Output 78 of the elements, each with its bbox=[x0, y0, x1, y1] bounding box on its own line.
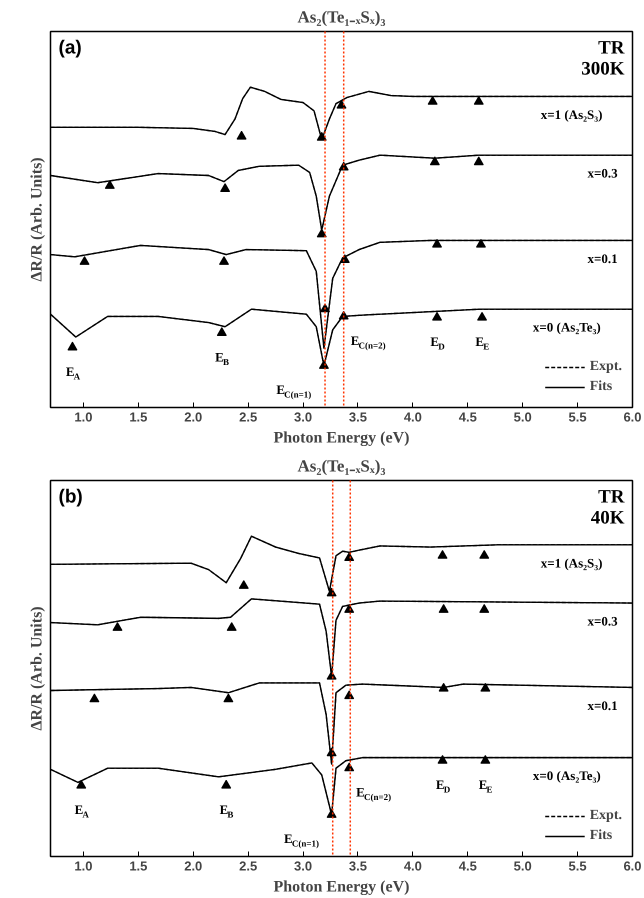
point bbox=[477, 312, 488, 321]
x-tick-label: 3.5 bbox=[348, 858, 368, 874]
point bbox=[438, 604, 449, 613]
annotation: x=0 (As₂Te₃) bbox=[532, 320, 601, 335]
x-tick-label: 5.0 bbox=[514, 410, 532, 424]
x-tick-label: 2.5 bbox=[239, 858, 258, 874]
x-tick-label: 3.5 bbox=[348, 410, 368, 424]
legend-label: Expt. bbox=[590, 808, 622, 824]
point bbox=[67, 342, 78, 350]
point bbox=[219, 256, 229, 265]
text: (a) bbox=[58, 38, 82, 58]
point bbox=[76, 780, 86, 789]
x-tick-label: 5.0 bbox=[514, 858, 532, 874]
point bbox=[344, 604, 354, 613]
chart-title: As₂(Te₁₋ₓSₓ)₃ bbox=[297, 456, 386, 476]
point bbox=[344, 552, 354, 562]
point bbox=[480, 682, 490, 692]
point bbox=[438, 682, 449, 692]
point bbox=[104, 180, 115, 189]
x-tick-label: 2.0 bbox=[184, 410, 202, 424]
y-axis-title: ΔR/R (Arb. Units) bbox=[28, 157, 46, 282]
annotation: x=0 (As₂Te₃) bbox=[532, 768, 601, 784]
point bbox=[238, 580, 249, 589]
point bbox=[432, 238, 442, 248]
x-tick-label: 1.5 bbox=[129, 410, 148, 424]
annotation: x=0.3 bbox=[588, 166, 618, 181]
point bbox=[428, 96, 438, 105]
x-tick-label: 1.0 bbox=[74, 410, 92, 424]
point bbox=[474, 96, 484, 105]
point bbox=[430, 156, 440, 166]
point bbox=[223, 693, 234, 702]
x-tick-label: 2.0 bbox=[184, 858, 202, 874]
point bbox=[432, 312, 442, 321]
point bbox=[438, 550, 448, 559]
x-tick-label: 4.0 bbox=[404, 858, 422, 874]
point bbox=[474, 156, 484, 166]
chart-title: As₂(Te₁₋ₓSₓ)₃ bbox=[297, 8, 386, 26]
annotation: x=1 (As₂S₃) bbox=[540, 106, 602, 122]
annotation: x=0.3 bbox=[588, 614, 618, 629]
x-tick-label: 4.0 bbox=[404, 410, 422, 424]
point bbox=[316, 228, 327, 238]
annotation: x=0.1 bbox=[588, 698, 618, 713]
point bbox=[236, 130, 247, 140]
point bbox=[476, 238, 486, 248]
point bbox=[216, 327, 227, 336]
point bbox=[479, 604, 490, 613]
text: TR 300K bbox=[581, 38, 625, 80]
text: (b) bbox=[58, 486, 83, 508]
annotation: x=0.1 bbox=[588, 250, 618, 266]
point bbox=[221, 780, 232, 789]
point bbox=[112, 622, 122, 631]
x-tick-label: 1.0 bbox=[74, 858, 92, 874]
point bbox=[479, 550, 490, 559]
x-tick-label: 2.5 bbox=[239, 410, 258, 424]
x-tick-label: 5.5 bbox=[568, 858, 587, 874]
x-tick-label: 3.0 bbox=[294, 410, 312, 424]
x-axis-title: Photon Energy (eV) bbox=[274, 878, 410, 896]
x-tick-label: 1.5 bbox=[129, 858, 148, 874]
legend-label: Fits bbox=[590, 828, 612, 844]
x-tick-label: 6.0 bbox=[623, 410, 642, 424]
y-axis-title: ΔR/R (Arb. Units) bbox=[28, 606, 46, 731]
x-tick-label: 4.5 bbox=[458, 410, 477, 424]
point bbox=[438, 754, 448, 764]
point bbox=[220, 183, 230, 192]
x-axis-title: Photon Energy (eV) bbox=[274, 430, 410, 446]
annotation: x=1 (As₂S₃) bbox=[540, 555, 602, 570]
point bbox=[480, 754, 490, 764]
point bbox=[226, 622, 237, 631]
legend-label: Expt. bbox=[590, 359, 622, 375]
point bbox=[316, 132, 327, 141]
x-tick-label: 3.0 bbox=[294, 858, 312, 874]
x-tick-label: 4.5 bbox=[458, 858, 477, 874]
point bbox=[89, 693, 100, 702]
text: TR 40K bbox=[590, 486, 625, 528]
x-tick-label: 5.5 bbox=[568, 410, 587, 424]
x-tick-label: 6.0 bbox=[623, 858, 642, 874]
legend-label: Fits bbox=[590, 379, 612, 395]
point bbox=[80, 256, 90, 265]
